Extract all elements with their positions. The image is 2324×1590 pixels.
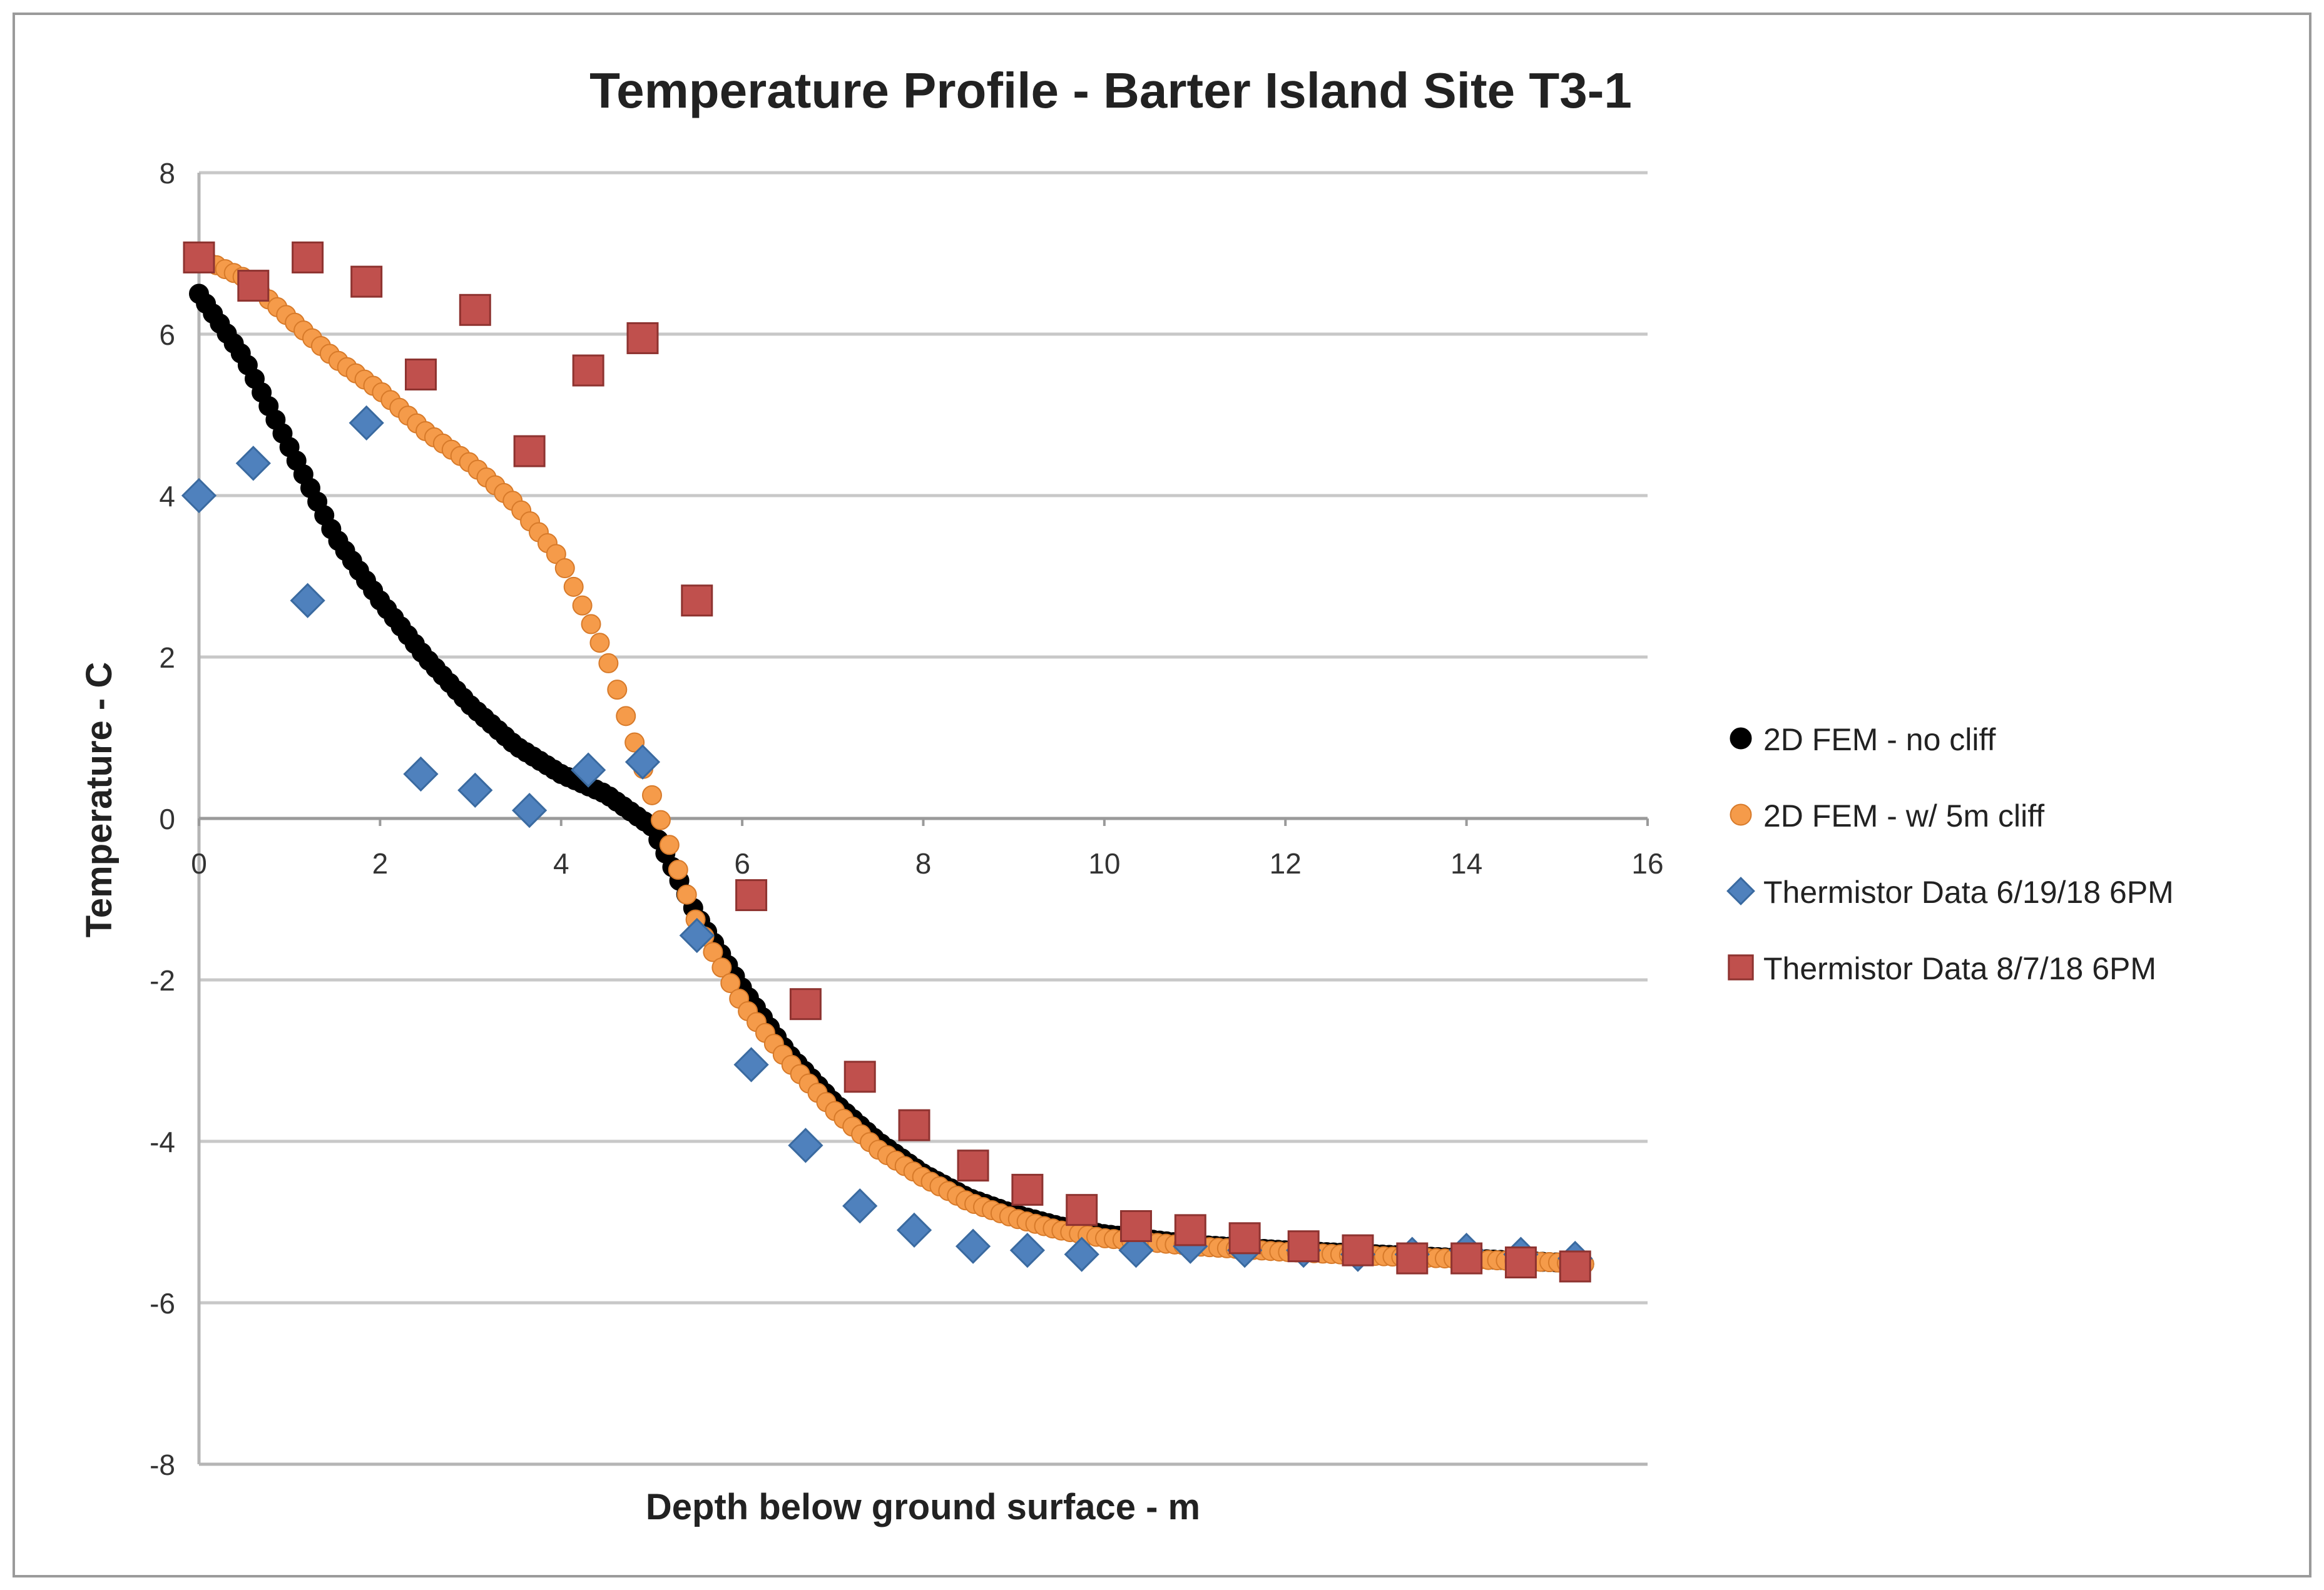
y-tick-label: 2 (159, 641, 175, 674)
data-point (720, 973, 741, 994)
data-point (1118, 1233, 1154, 1268)
x-tick-label: 14 (1450, 847, 1482, 880)
data-point (571, 752, 606, 788)
data-point (668, 860, 688, 880)
data-point (181, 477, 217, 514)
x-tick-label: 0 (191, 847, 207, 880)
data-point (292, 241, 324, 273)
y-tick-label: 6 (159, 319, 175, 351)
data-point (598, 653, 619, 673)
x-tick-label: 2 (372, 847, 389, 880)
data-point (554, 558, 575, 579)
data-point (679, 917, 715, 954)
y-tick-labels: -8 -6 -4 -2 0 2 4 6 8 (150, 157, 175, 1481)
data-point (659, 835, 680, 855)
legend-marker (1730, 803, 1752, 826)
y-tick-label: -8 (150, 1449, 175, 1481)
y-tick-label: 8 (159, 157, 175, 190)
data-point (404, 359, 437, 390)
data-point (350, 265, 383, 298)
legend-marker (1728, 954, 1754, 981)
data-point (896, 1212, 932, 1248)
data-point (624, 732, 645, 753)
data-point (1504, 1246, 1537, 1278)
data-point (641, 785, 662, 805)
legend-label: Thermistor Data 8/7/18 6PM (1763, 951, 2156, 986)
data-point (955, 1228, 991, 1264)
data-point (842, 1188, 878, 1224)
data-point (676, 884, 697, 905)
y-tick-label: -6 (150, 1287, 175, 1320)
data-point (626, 322, 659, 354)
data-point (457, 772, 493, 808)
data-point (1287, 1230, 1320, 1263)
data-point (183, 241, 215, 273)
data-point (789, 988, 822, 1021)
data-point (898, 1109, 930, 1141)
data-point (513, 435, 546, 467)
y-tick-label: -2 (150, 964, 175, 997)
data-point (572, 595, 593, 616)
data-point (459, 293, 491, 326)
x-tick-label: 12 (1270, 847, 1302, 880)
legend: 2D FEM - no cliff 2D FEM - w/ 5m cliff The… (1726, 722, 2174, 986)
data-point (624, 744, 661, 780)
x-tick-label: 8 (915, 847, 932, 880)
data-point (607, 680, 628, 700)
data-point (581, 614, 601, 634)
data-point (1009, 1233, 1046, 1268)
data-point (1064, 1236, 1099, 1272)
legend-marker (1730, 727, 1752, 750)
data-point (681, 584, 713, 617)
legend-label: Thermistor Data 6/19/18 6PM (1763, 875, 2174, 910)
data-point (572, 354, 604, 387)
data-point (290, 583, 325, 618)
data-point (349, 405, 384, 441)
data-point (616, 706, 636, 726)
plot-series (181, 241, 1594, 1283)
chart-frame (13, 13, 2311, 1577)
legend-label: 2D FEM - no cliff (1763, 722, 1995, 757)
data-point (563, 576, 584, 597)
data-point (843, 1061, 876, 1093)
axes (197, 173, 1649, 1466)
series-4 (183, 241, 1591, 1283)
data-point (788, 1128, 823, 1163)
data-point (1174, 1214, 1206, 1246)
data-point (733, 1047, 769, 1083)
x-tick-label: 16 (1631, 847, 1663, 880)
x-tick-label: 6 (734, 847, 750, 880)
data-point (957, 1149, 989, 1182)
x-axis-title: Depth below ground surface - m (646, 1487, 1200, 1527)
y-tick-label: -4 (150, 1126, 175, 1158)
data-point (1342, 1234, 1374, 1266)
data-point (1450, 1242, 1483, 1275)
data-point (1066, 1194, 1098, 1226)
x-tick-labels: 0 2 4 6 8 10 12 14 16 (191, 847, 1663, 880)
data-point (650, 810, 671, 830)
data-point (1396, 1242, 1429, 1275)
legend-label: 2D FEM - w/ 5m cliff (1763, 798, 2044, 833)
y-tick-label: 4 (159, 480, 175, 512)
data-point (511, 792, 548, 828)
y-axis-title: Temperature - C (79, 662, 120, 937)
data-point (1120, 1210, 1153, 1242)
data-point (703, 942, 723, 962)
data-point (1559, 1250, 1591, 1283)
data-point (589, 633, 610, 653)
data-point (1228, 1222, 1261, 1255)
data-point (237, 270, 270, 302)
x-tick-label: 4 (553, 847, 569, 880)
data-point (1011, 1173, 1044, 1206)
data-point (735, 879, 768, 912)
y-tick-label: 0 (159, 803, 175, 835)
data-point (235, 446, 271, 481)
data-point (711, 957, 732, 978)
chart-title: Temperature Profile - Barter Island Site… (589, 63, 1632, 118)
x-tick-label: 10 (1088, 847, 1120, 880)
legend-marker (1726, 877, 1755, 905)
data-point (403, 756, 439, 792)
